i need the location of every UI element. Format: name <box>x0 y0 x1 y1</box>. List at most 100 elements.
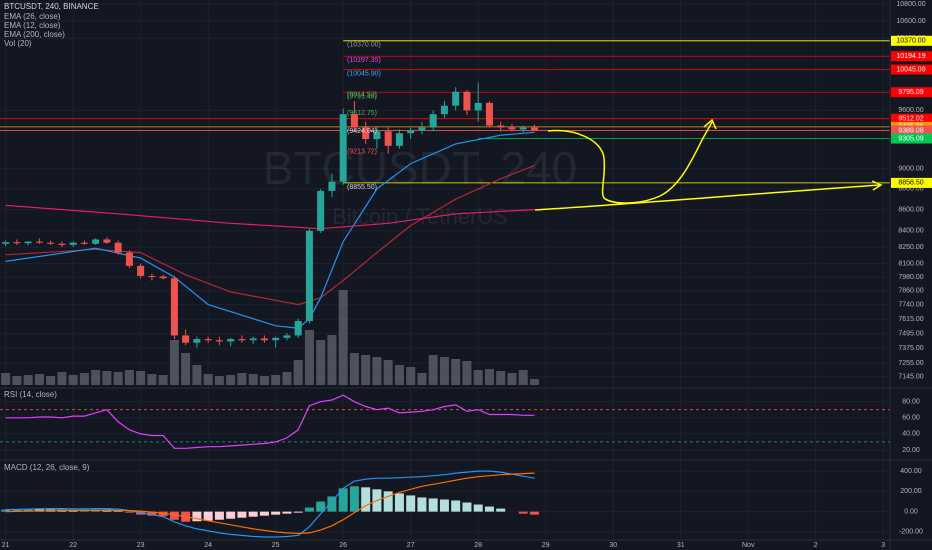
candle-body <box>305 230 313 322</box>
volume-bar <box>304 330 314 385</box>
pane-title: RSI (14, close) <box>4 390 57 399</box>
candle-body <box>159 276 167 279</box>
x-tick-label: 30 <box>609 542 617 549</box>
candle-body <box>373 131 381 140</box>
histogram-bar <box>529 511 539 515</box>
volume-bar <box>271 375 281 385</box>
price-tag-label: 8858.50 <box>898 180 923 187</box>
volume-bar <box>203 374 213 385</box>
volume-bar <box>507 373 517 385</box>
candle-body <box>137 265 145 276</box>
histogram-bar <box>12 509 22 512</box>
y-tick-label: 7145.00 <box>898 374 923 381</box>
volume-bar <box>192 365 202 385</box>
price-tag <box>891 87 932 98</box>
histogram-bar <box>124 511 134 513</box>
level-note: (10197.35) <box>347 57 381 64</box>
volume-bar <box>158 375 168 385</box>
volume-bar <box>1 373 11 385</box>
histogram-bar <box>23 509 33 512</box>
volume-bar <box>248 374 258 385</box>
histogram-bar <box>271 511 281 515</box>
candle-body <box>47 242 55 244</box>
candle-body <box>407 130 415 134</box>
candle-body <box>508 127 516 130</box>
level-note: (9213.72) <box>347 148 377 155</box>
candle-body <box>328 181 336 191</box>
level-note: (9791.48) <box>347 93 377 100</box>
histogram-bar <box>473 504 483 512</box>
price-tag <box>891 177 932 188</box>
price-tag-label: 10370.00 <box>896 38 925 45</box>
volume-bar <box>34 374 44 385</box>
x-tick-label: 22 <box>69 542 77 549</box>
histogram-bar <box>192 511 202 522</box>
candle-body <box>317 190 325 231</box>
drawing-arrow <box>871 180 883 191</box>
histogram-bar <box>113 510 123 512</box>
drawing-arrow <box>703 118 717 130</box>
volume-bar <box>496 371 506 385</box>
histogram-bar <box>304 507 314 512</box>
candle-body <box>474 102 482 111</box>
candle-body <box>69 242 77 245</box>
price-tag <box>891 125 932 136</box>
volume-bar <box>361 355 371 385</box>
candle-body <box>362 127 370 140</box>
histogram-bar <box>1 509 11 512</box>
macd-line <box>5 470 535 538</box>
histogram-bar <box>383 491 393 512</box>
watermark: BTCUSDT, 240 <box>263 142 577 194</box>
y-tick-label: 7740.00 <box>898 301 923 308</box>
y-tick-label: 7615.00 <box>898 316 923 323</box>
candle-body <box>272 337 280 341</box>
x-tick-label: 25 <box>272 542 280 549</box>
price-tag-label: 9795.09 <box>898 89 923 96</box>
volume-bar <box>338 290 348 385</box>
y-tick-label: 200.00 <box>900 488 922 495</box>
x-tick-label: Nov <box>742 542 755 549</box>
histogram-bar <box>428 498 438 512</box>
histogram-bar <box>169 511 179 520</box>
candle-body <box>92 239 100 244</box>
x-tick-label: 2 <box>814 542 818 549</box>
y-tick-label: 7495.00 <box>898 330 923 337</box>
price-tag <box>891 64 932 75</box>
volume-bar <box>214 376 224 385</box>
price-tag-label: 9512.02 <box>898 116 923 123</box>
candle-body <box>103 239 111 243</box>
candle-body <box>519 127 527 130</box>
price-tag <box>891 35 932 46</box>
volume-bar <box>406 367 416 385</box>
volume-bar <box>394 365 404 385</box>
histogram-bar <box>484 506 494 512</box>
candle-body <box>294 321 302 336</box>
volume-bar <box>57 372 67 385</box>
candle-body <box>215 340 223 342</box>
volume-bar <box>473 370 483 385</box>
histogram-bar <box>158 511 168 517</box>
candle-body <box>182 335 190 343</box>
candle-body <box>497 125 505 128</box>
volume-bar <box>417 373 427 385</box>
candle-body <box>24 241 32 244</box>
y-tick-label: 7255.00 <box>898 360 923 367</box>
price-tag <box>891 113 932 124</box>
level-note: (10045.90) <box>347 70 381 77</box>
candle-body <box>339 114 347 182</box>
x-tick-label: 23 <box>137 542 145 549</box>
histogram-bar <box>214 511 224 520</box>
histogram-bar <box>462 502 472 512</box>
x-tick-label: 3 <box>881 542 885 549</box>
y-tick-label: 20.00 <box>902 447 920 454</box>
candle-body <box>193 339 201 343</box>
price-tag-label: 9305.09 <box>898 135 923 142</box>
x-tick-label: 26 <box>339 542 347 549</box>
y-tick-label: 400.00 <box>900 468 922 475</box>
price-tag-label: 9389.08 <box>898 127 923 134</box>
pane-title: MACD (12, 26, close, 9) <box>4 463 90 472</box>
histogram-bar <box>327 496 337 512</box>
candle-body <box>58 243 66 245</box>
volume-bar <box>484 369 494 385</box>
